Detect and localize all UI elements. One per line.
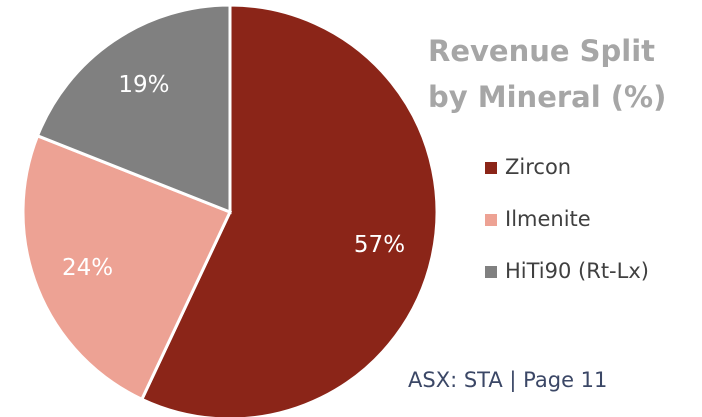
data-label: 57% [354, 232, 405, 258]
chart-title: Revenue Split by Mineral (%) [428, 34, 667, 114]
legend-swatch [485, 162, 497, 174]
data-label: 24% [62, 255, 113, 281]
footer: ASX: STA | Page 11 [408, 368, 608, 392]
legend-label: Zircon [505, 155, 571, 179]
data-label: 19% [118, 72, 169, 98]
legend-swatch [485, 214, 497, 226]
pie-slice [35, 3, 232, 215]
pie-slice [139, 3, 439, 417]
legend-label: Ilmenite [505, 207, 591, 231]
legend-label: HiTi90 (Rt-Lx) [505, 259, 649, 283]
legend-swatch [485, 266, 497, 278]
pie-slice [21, 133, 233, 402]
